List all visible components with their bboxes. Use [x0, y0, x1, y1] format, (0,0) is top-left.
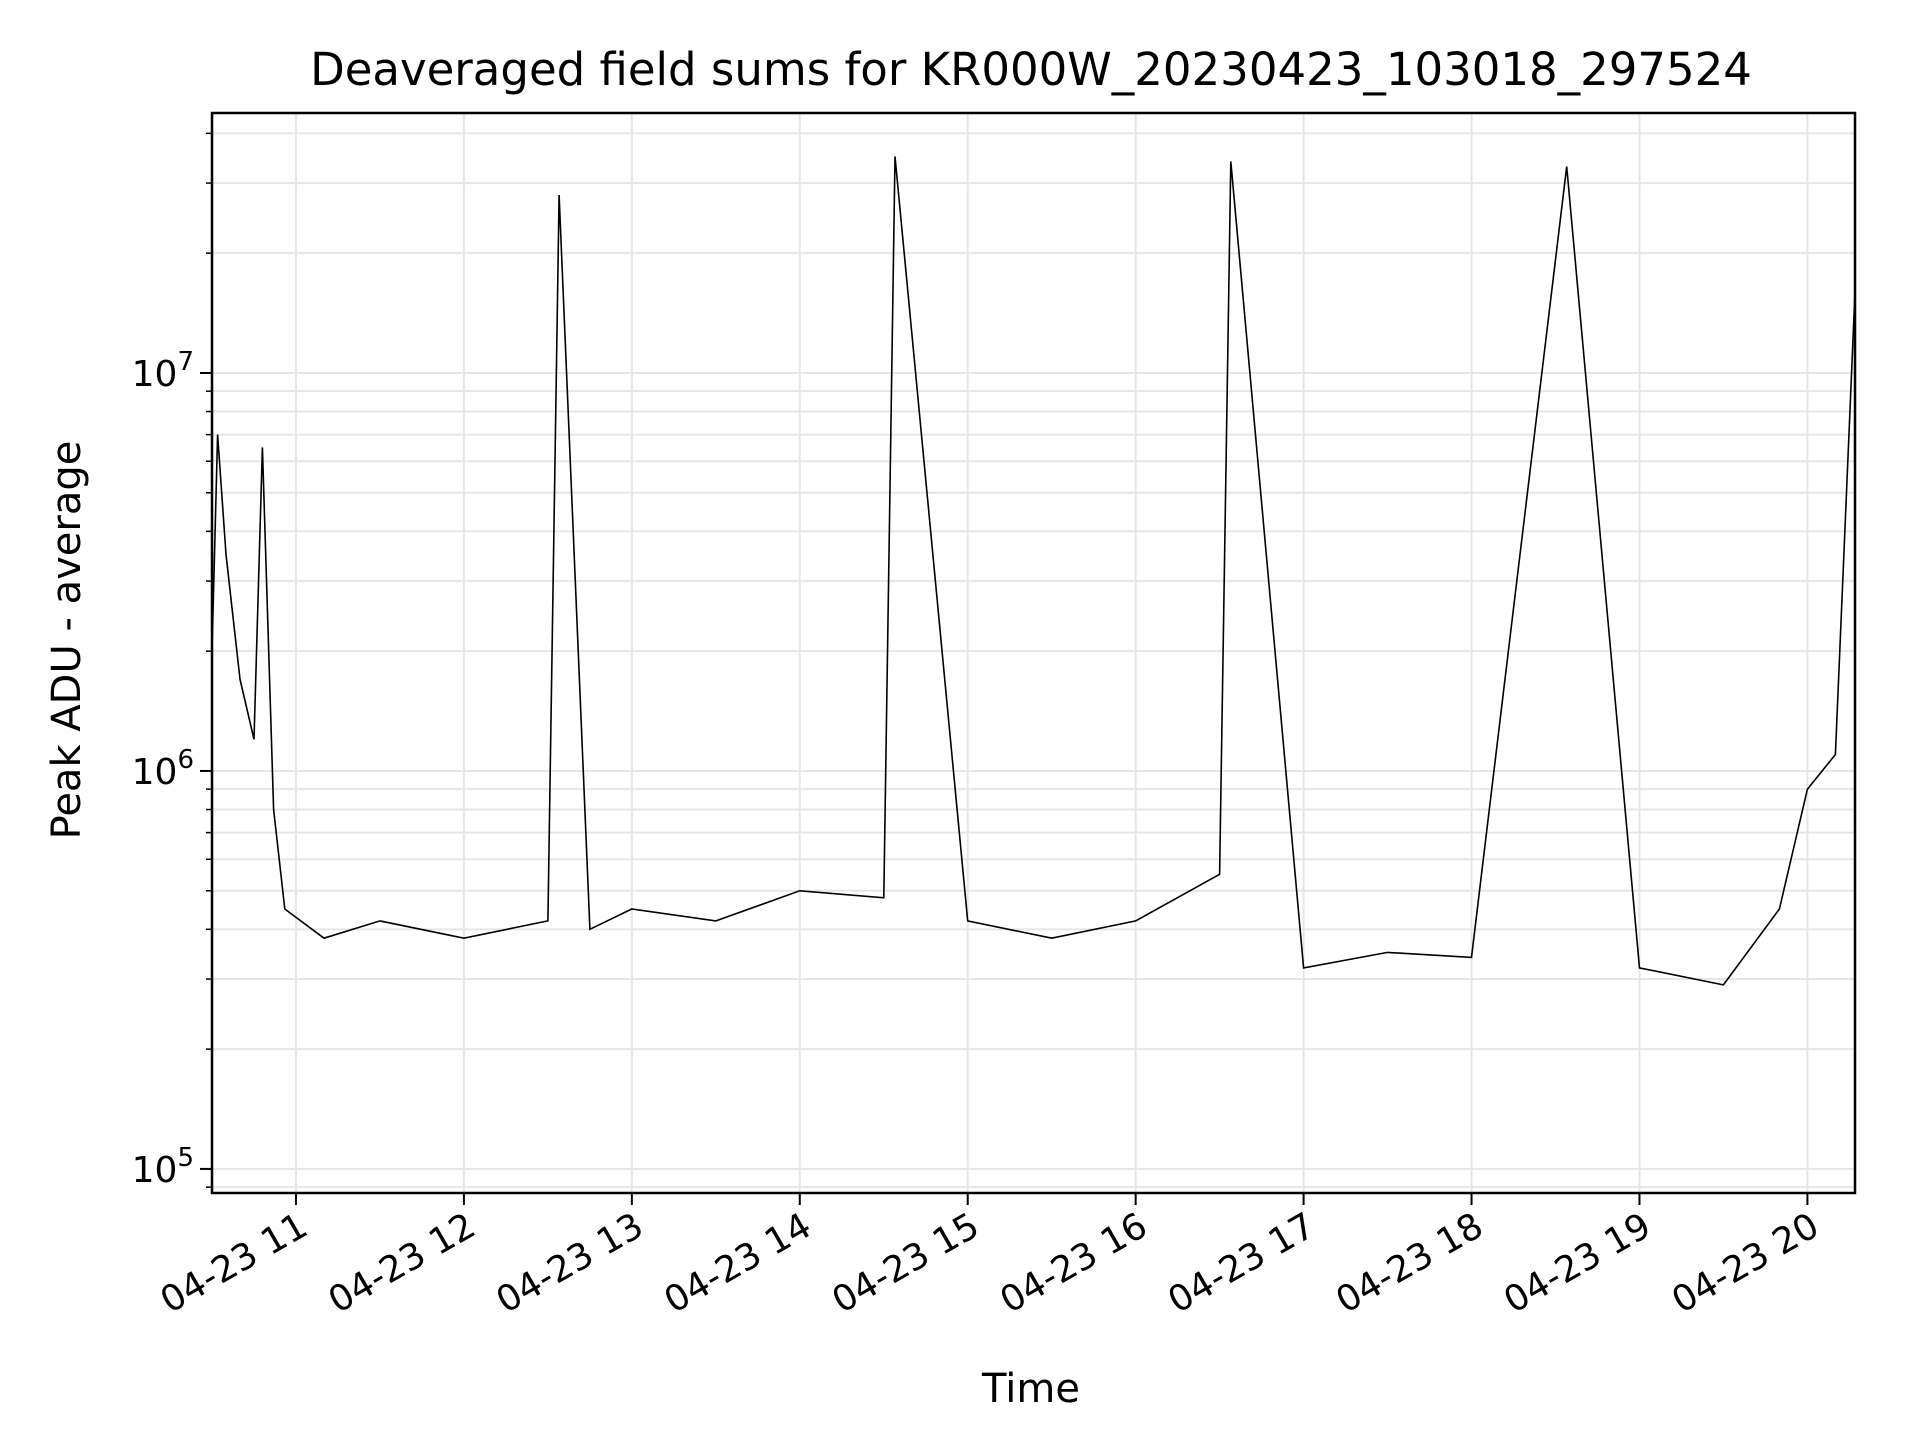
plot-frame — [210, 111, 1857, 1195]
x-tick-label: 04-23 15 — [826, 1205, 987, 1321]
x-tick-label: 04-23 19 — [1497, 1205, 1658, 1321]
y-tick-label: 106 — [132, 745, 194, 793]
y-tick-exponent: 7 — [177, 347, 194, 377]
y-tick-base: 10 — [132, 1150, 178, 1191]
y-tick-exponent: 5 — [177, 1143, 194, 1173]
x-tick-label: 04-23 16 — [993, 1205, 1154, 1321]
x-tick-label: 04-23 12 — [322, 1205, 483, 1321]
grid-layer — [212, 113, 1855, 1193]
x-tick-label: 04-23 14 — [658, 1205, 819, 1321]
x-tick-label: 04-23 17 — [1161, 1205, 1322, 1321]
y-tick-base: 10 — [132, 354, 178, 395]
y-tick-label: 105 — [132, 1143, 194, 1191]
series-line — [211, 156, 1856, 986]
data-series — [211, 156, 1856, 986]
chart-title: Deaveraged field sums for KR000W_2023042… — [310, 43, 1752, 96]
x-axis-label: Time — [981, 1366, 1080, 1412]
x-tick-label: 04-23 18 — [1329, 1205, 1490, 1321]
x-tick-label: 04-23 20 — [1665, 1205, 1826, 1321]
y-tick-exponent: 6 — [177, 745, 194, 775]
y-axis-label: Peak ADU - average — [44, 441, 90, 840]
x-tick-label: 04-23 11 — [154, 1205, 315, 1321]
y-tick-label: 107 — [132, 347, 194, 395]
x-tick-label: 04-23 13 — [490, 1205, 651, 1321]
y-tick-base: 10 — [132, 752, 178, 793]
x-axis: 04-23 11 04-23 12 04-23 13 04-23 14 04-23 15… — [154, 1193, 1826, 1322]
